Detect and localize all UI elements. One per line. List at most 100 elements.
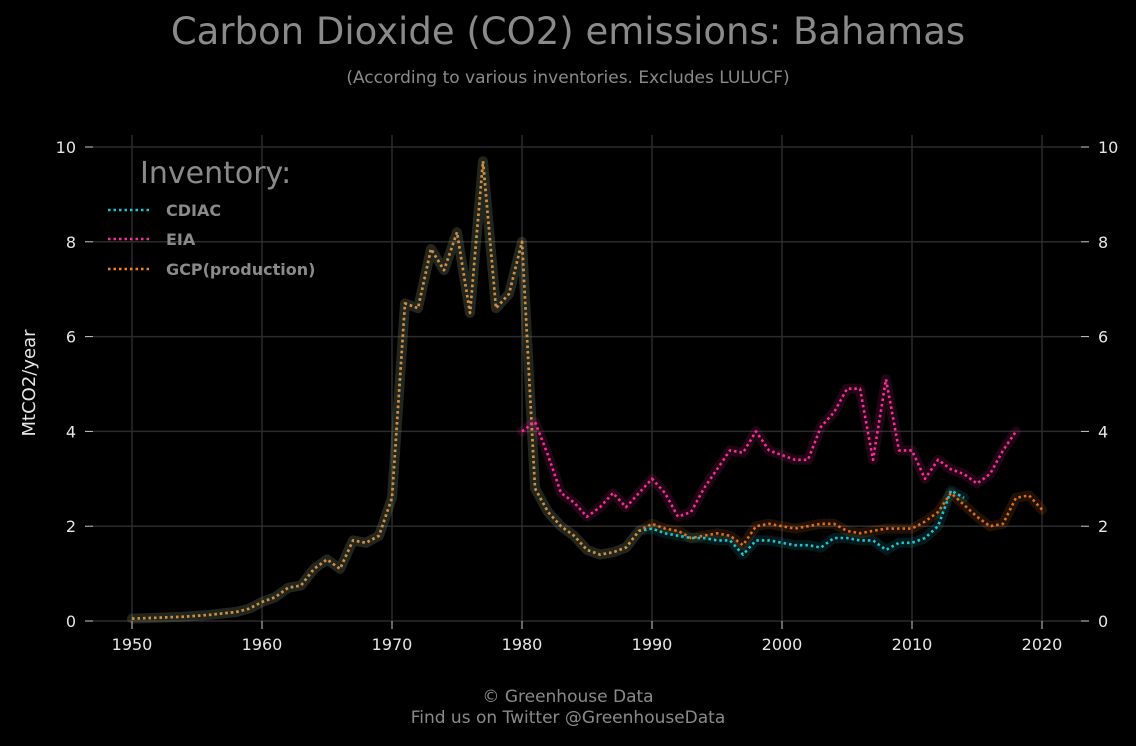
y-tick-label-right: 10 <box>1098 138 1118 157</box>
data-point <box>274 596 276 598</box>
data-point <box>781 454 783 456</box>
data-point <box>833 523 835 525</box>
x-tick-label: 1990 <box>632 635 673 654</box>
data-point <box>703 487 705 489</box>
data-point <box>742 554 744 556</box>
data-point <box>950 490 952 492</box>
x-tick-label: 2010 <box>892 635 933 654</box>
data-point <box>482 160 484 162</box>
series-line-eia <box>521 377 1018 519</box>
legend-label: EIA <box>166 230 196 249</box>
data-point <box>625 547 627 549</box>
y-tick-label-right: 6 <box>1098 328 1108 347</box>
data-point <box>924 537 926 539</box>
data-point <box>651 528 653 530</box>
data-point <box>859 388 861 390</box>
data-point <box>898 542 900 544</box>
footer: © Greenhouse Data Find us on Twitter @Gr… <box>0 687 1136 729</box>
data-point <box>157 617 159 619</box>
data-point <box>690 537 692 539</box>
data-point <box>170 616 172 618</box>
data-point <box>508 293 510 295</box>
x-tick-label: 2020 <box>1022 635 1063 654</box>
data-point <box>989 525 991 527</box>
x-tick-label: 1980 <box>502 635 543 654</box>
data-point <box>807 459 809 461</box>
data-point <box>937 459 939 461</box>
series-layer <box>127 156 1047 624</box>
data-point <box>313 568 315 570</box>
data-point <box>612 492 614 494</box>
x-tick-label: 2000 <box>762 635 803 654</box>
data-point <box>937 525 939 527</box>
series-glow <box>517 374 1021 522</box>
data-point <box>235 611 237 613</box>
y-tick-label-right: 8 <box>1098 233 1108 252</box>
data-point <box>898 528 900 530</box>
data-point <box>976 516 978 518</box>
data-point <box>456 231 458 233</box>
data-point <box>378 535 380 537</box>
x-tick-label: 1960 <box>242 635 283 654</box>
data-point <box>586 549 588 551</box>
data-point <box>1015 497 1017 499</box>
data-point <box>950 468 952 470</box>
data-point <box>846 537 848 539</box>
data-point <box>703 537 705 539</box>
footer-credit: © Greenhouse Data <box>482 687 654 707</box>
data-point <box>859 539 861 541</box>
data-point <box>261 601 263 603</box>
data-point <box>1015 430 1017 432</box>
chart-subtitle: (According to various inventories. Exclu… <box>346 68 790 88</box>
data-point <box>742 452 744 454</box>
y-axis-label: MtCO2/year <box>19 329 40 437</box>
data-point <box>573 502 575 504</box>
data-point <box>963 473 965 475</box>
data-point <box>846 530 848 532</box>
data-point <box>677 530 679 532</box>
data-point <box>222 612 224 614</box>
data-point <box>326 558 328 560</box>
data-point <box>417 307 419 309</box>
data-point <box>300 584 302 586</box>
data-point <box>196 615 198 617</box>
data-point <box>911 449 913 451</box>
data-point <box>755 539 757 541</box>
data-point <box>183 616 185 618</box>
data-point <box>820 523 822 525</box>
data-point <box>495 307 497 309</box>
grid <box>93 135 1081 622</box>
data-point <box>963 504 965 506</box>
data-point <box>885 378 887 380</box>
legend: Inventory: CDIAC EIA GCP(production) <box>108 156 315 279</box>
data-point <box>651 523 653 525</box>
data-point <box>989 473 991 475</box>
data-point <box>677 516 679 518</box>
data-point <box>209 614 211 616</box>
data-point <box>963 497 965 499</box>
data-point <box>937 511 939 513</box>
y-tick-label-left: 2 <box>66 517 76 536</box>
data-point <box>586 516 588 518</box>
y-tick-label-left: 10 <box>56 138 76 157</box>
y-tick-label-right: 4 <box>1098 422 1108 441</box>
data-point <box>469 312 471 314</box>
data-point <box>924 520 926 522</box>
data-point <box>612 551 614 553</box>
data-point <box>599 506 601 508</box>
series-points <box>131 160 1043 619</box>
data-point <box>794 544 796 546</box>
data-point <box>872 530 874 532</box>
data-point <box>768 539 770 541</box>
data-point <box>820 547 822 549</box>
data-point <box>547 511 549 513</box>
data-point <box>352 539 354 541</box>
data-point <box>248 608 250 610</box>
data-point <box>781 542 783 544</box>
data-point <box>885 549 887 551</box>
data-point <box>625 506 627 508</box>
data-point <box>560 492 562 494</box>
data-point <box>911 528 913 530</box>
footer-twitter: Find us on Twitter @GreenhouseData <box>410 708 726 728</box>
